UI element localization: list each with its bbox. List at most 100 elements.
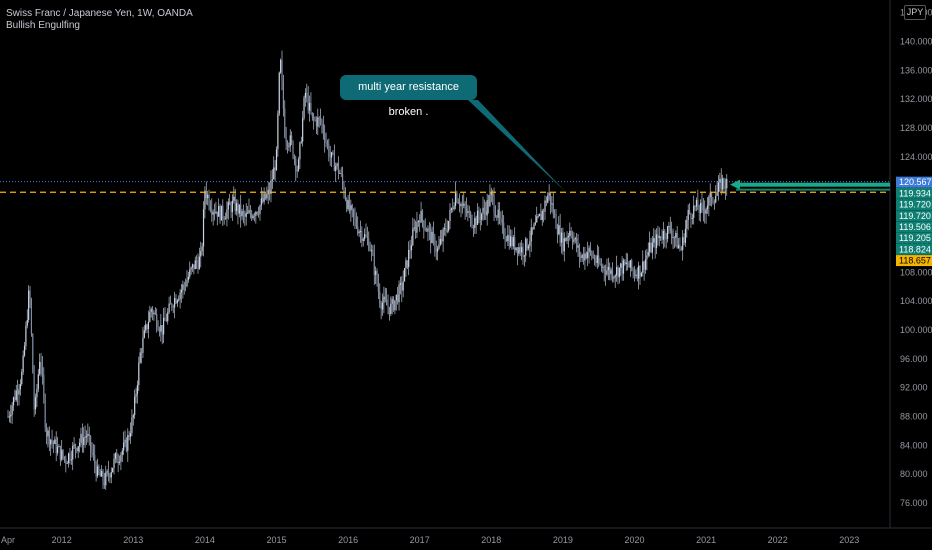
- candle-body: [533, 224, 535, 230]
- candle-body: [629, 260, 631, 268]
- candle-body: [216, 211, 218, 217]
- candle-body: [79, 442, 81, 447]
- candle-body: [227, 201, 229, 210]
- candle-body: [318, 117, 320, 119]
- candle-body: [475, 217, 477, 225]
- candle-body: [63, 456, 66, 459]
- candle-body: [726, 178, 728, 189]
- candle-body: [112, 467, 114, 473]
- candle-body: [245, 212, 247, 217]
- candle-body: [220, 205, 223, 221]
- candle-body: [677, 245, 680, 249]
- candle-body: [497, 209, 499, 218]
- candle-body: [295, 158, 297, 171]
- breakout-arrow-band: [736, 188, 890, 191]
- candle-body: [723, 178, 725, 186]
- candle-body: [450, 208, 452, 210]
- candle-body: [26, 319, 28, 326]
- candle-body: [223, 218, 225, 220]
- candle-body: [310, 102, 312, 113]
- candle-body: [365, 234, 367, 237]
- candle-body: [242, 211, 245, 214]
- candle-body: [467, 211, 469, 214]
- candle-body: [607, 266, 609, 271]
- candle-body: [289, 135, 291, 147]
- candle-body: [125, 439, 128, 451]
- candle-body: [576, 238, 578, 248]
- x-tick-label: Apr: [1, 535, 15, 545]
- candle-body: [493, 196, 495, 213]
- candle-body: [545, 200, 547, 203]
- currency-badge[interactable]: JPY: [904, 5, 926, 20]
- candle-body: [51, 439, 53, 442]
- candle-body: [434, 236, 436, 251]
- candle-body: [14, 397, 16, 400]
- candle-body: [636, 274, 638, 279]
- candle-body: [44, 397, 46, 428]
- candle-body: [215, 211, 217, 214]
- candle-body: [482, 207, 484, 214]
- candle-body: [300, 141, 302, 143]
- candle-body: [40, 362, 42, 367]
- candle-body: [145, 324, 147, 331]
- candle-body: [10, 414, 12, 417]
- candle-body: [461, 203, 463, 206]
- candle-body: [376, 270, 378, 285]
- candle-body: [589, 247, 592, 252]
- candle-body: [344, 194, 346, 200]
- candle-body: [182, 284, 184, 290]
- candle-body: [183, 284, 185, 286]
- y-tick-label: 80.000: [900, 469, 928, 479]
- candle-body: [62, 449, 64, 457]
- candle-body: [248, 210, 250, 213]
- candle-body: [664, 231, 666, 239]
- candle-body: [446, 230, 448, 232]
- candle-body: [540, 214, 542, 221]
- candle-body: [270, 180, 272, 194]
- candle-body: [537, 215, 539, 217]
- candle-body: [437, 248, 439, 252]
- candle-body: [219, 205, 221, 221]
- candle-body: [571, 236, 574, 242]
- candle-body: [459, 203, 461, 207]
- candle-body: [48, 430, 50, 445]
- candle-body: [324, 133, 326, 142]
- candle-body: [616, 267, 618, 276]
- candle-body: [194, 260, 196, 270]
- candle-body: [258, 213, 260, 215]
- candle-body: [532, 227, 534, 230]
- candle-body: [481, 213, 483, 220]
- candle-body: [592, 257, 594, 259]
- candle-body: [329, 156, 331, 158]
- candle-body: [103, 481, 105, 486]
- candle-body: [56, 446, 59, 454]
- candle-body: [335, 165, 337, 172]
- candle-body: [224, 218, 227, 220]
- candle-body: [580, 256, 582, 259]
- candle-body: [658, 236, 660, 238]
- candle-body: [189, 269, 191, 277]
- candle-body: [377, 284, 379, 292]
- candle-body: [538, 214, 541, 216]
- candle-body: [530, 227, 532, 242]
- candle-body: [452, 208, 454, 210]
- callout-pointer: [468, 100, 566, 193]
- x-tick-label: 2023: [839, 535, 859, 545]
- candle-body: [196, 260, 198, 263]
- candle-body: [7, 416, 9, 418]
- candle-body: [401, 282, 403, 291]
- candle-body: [77, 446, 79, 452]
- candle-body: [716, 191, 718, 196]
- x-tick-label: 2018: [481, 535, 501, 545]
- candle-body: [50, 439, 52, 445]
- candle-body: [124, 439, 126, 443]
- candle-body: [275, 149, 278, 171]
- candle-body: [321, 120, 323, 124]
- candle-body: [715, 195, 717, 203]
- candle-body: [566, 237, 568, 241]
- candle-body: [419, 220, 421, 223]
- candle-body: [485, 210, 487, 216]
- resistance-callout[interactable]: multi year resistance broken .: [340, 75, 477, 118]
- indicator-name[interactable]: Bullish Engulfing: [6, 20, 80, 31]
